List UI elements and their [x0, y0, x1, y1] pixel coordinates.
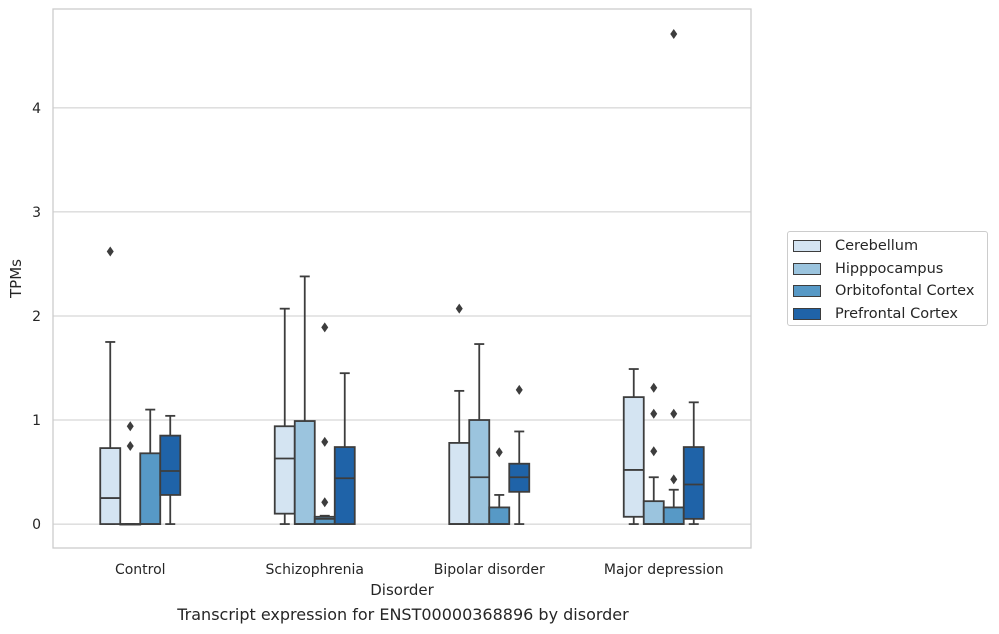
legend-swatch [793, 285, 821, 297]
box [488, 506, 511, 525]
outlier-point [455, 303, 463, 314]
chart-title: Transcript expression for ENST0000036889… [177, 605, 629, 624]
box [99, 447, 122, 525]
y-tick-label: 4 [32, 101, 41, 117]
plot-frame [52, 8, 752, 549]
outlier-point [650, 382, 658, 393]
box [293, 420, 316, 525]
box [622, 396, 645, 518]
outlier-point [650, 408, 658, 419]
legend-item: Prefrontal Cortex [793, 304, 958, 324]
box [468, 419, 491, 525]
legend-swatch [793, 262, 821, 275]
x-tick-label: Schizophrenia [266, 562, 364, 578]
box [682, 446, 705, 520]
box [273, 425, 296, 515]
outlier-point [670, 474, 678, 485]
outlier-point [126, 441, 134, 452]
legend-label: Orbitofontal Cortex [835, 283, 975, 299]
legend-label: Hipppocampus [835, 260, 944, 277]
legend-swatch [793, 307, 821, 320]
y-axis-label: TPMs [7, 259, 25, 299]
legend-label: Cerebellum [835, 238, 919, 254]
box [139, 452, 162, 525]
outlier-point [321, 436, 329, 447]
outlier-point [126, 421, 134, 432]
outlier-point [670, 408, 678, 419]
box [333, 446, 356, 525]
outlier-point [321, 497, 329, 508]
outlier-point [321, 322, 329, 333]
legend-label: Prefrontal Cortex [835, 305, 958, 322]
x-axis-label: Disorder [370, 581, 434, 599]
y-tick-label: 0 [32, 517, 41, 533]
outlier-point [670, 28, 678, 39]
x-tick-label: Control [115, 562, 166, 578]
box [159, 434, 182, 496]
legend-item: Orbitofontal Cortex [793, 281, 974, 301]
box [642, 500, 665, 525]
legend-swatch [793, 240, 821, 252]
x-tick-label: Major depression [604, 562, 724, 578]
box [313, 515, 336, 525]
box [662, 506, 685, 525]
y-tick-label: 2 [32, 309, 41, 325]
outlier-point [495, 447, 503, 458]
legend: Cerebellum Hipppocampus Orbitofontal Corte… [787, 231, 988, 326]
x-tick-label: Bipolar disorder [434, 562, 545, 578]
outlier-point [650, 446, 658, 457]
legend-item: Cerebellum [793, 236, 918, 256]
y-tick-label: 1 [32, 413, 41, 429]
outlier-point [106, 246, 114, 257]
y-tick-label: 3 [32, 205, 41, 221]
outlier-point [515, 384, 523, 395]
legend-item: Hipppocampus [793, 259, 943, 279]
box [448, 442, 471, 525]
